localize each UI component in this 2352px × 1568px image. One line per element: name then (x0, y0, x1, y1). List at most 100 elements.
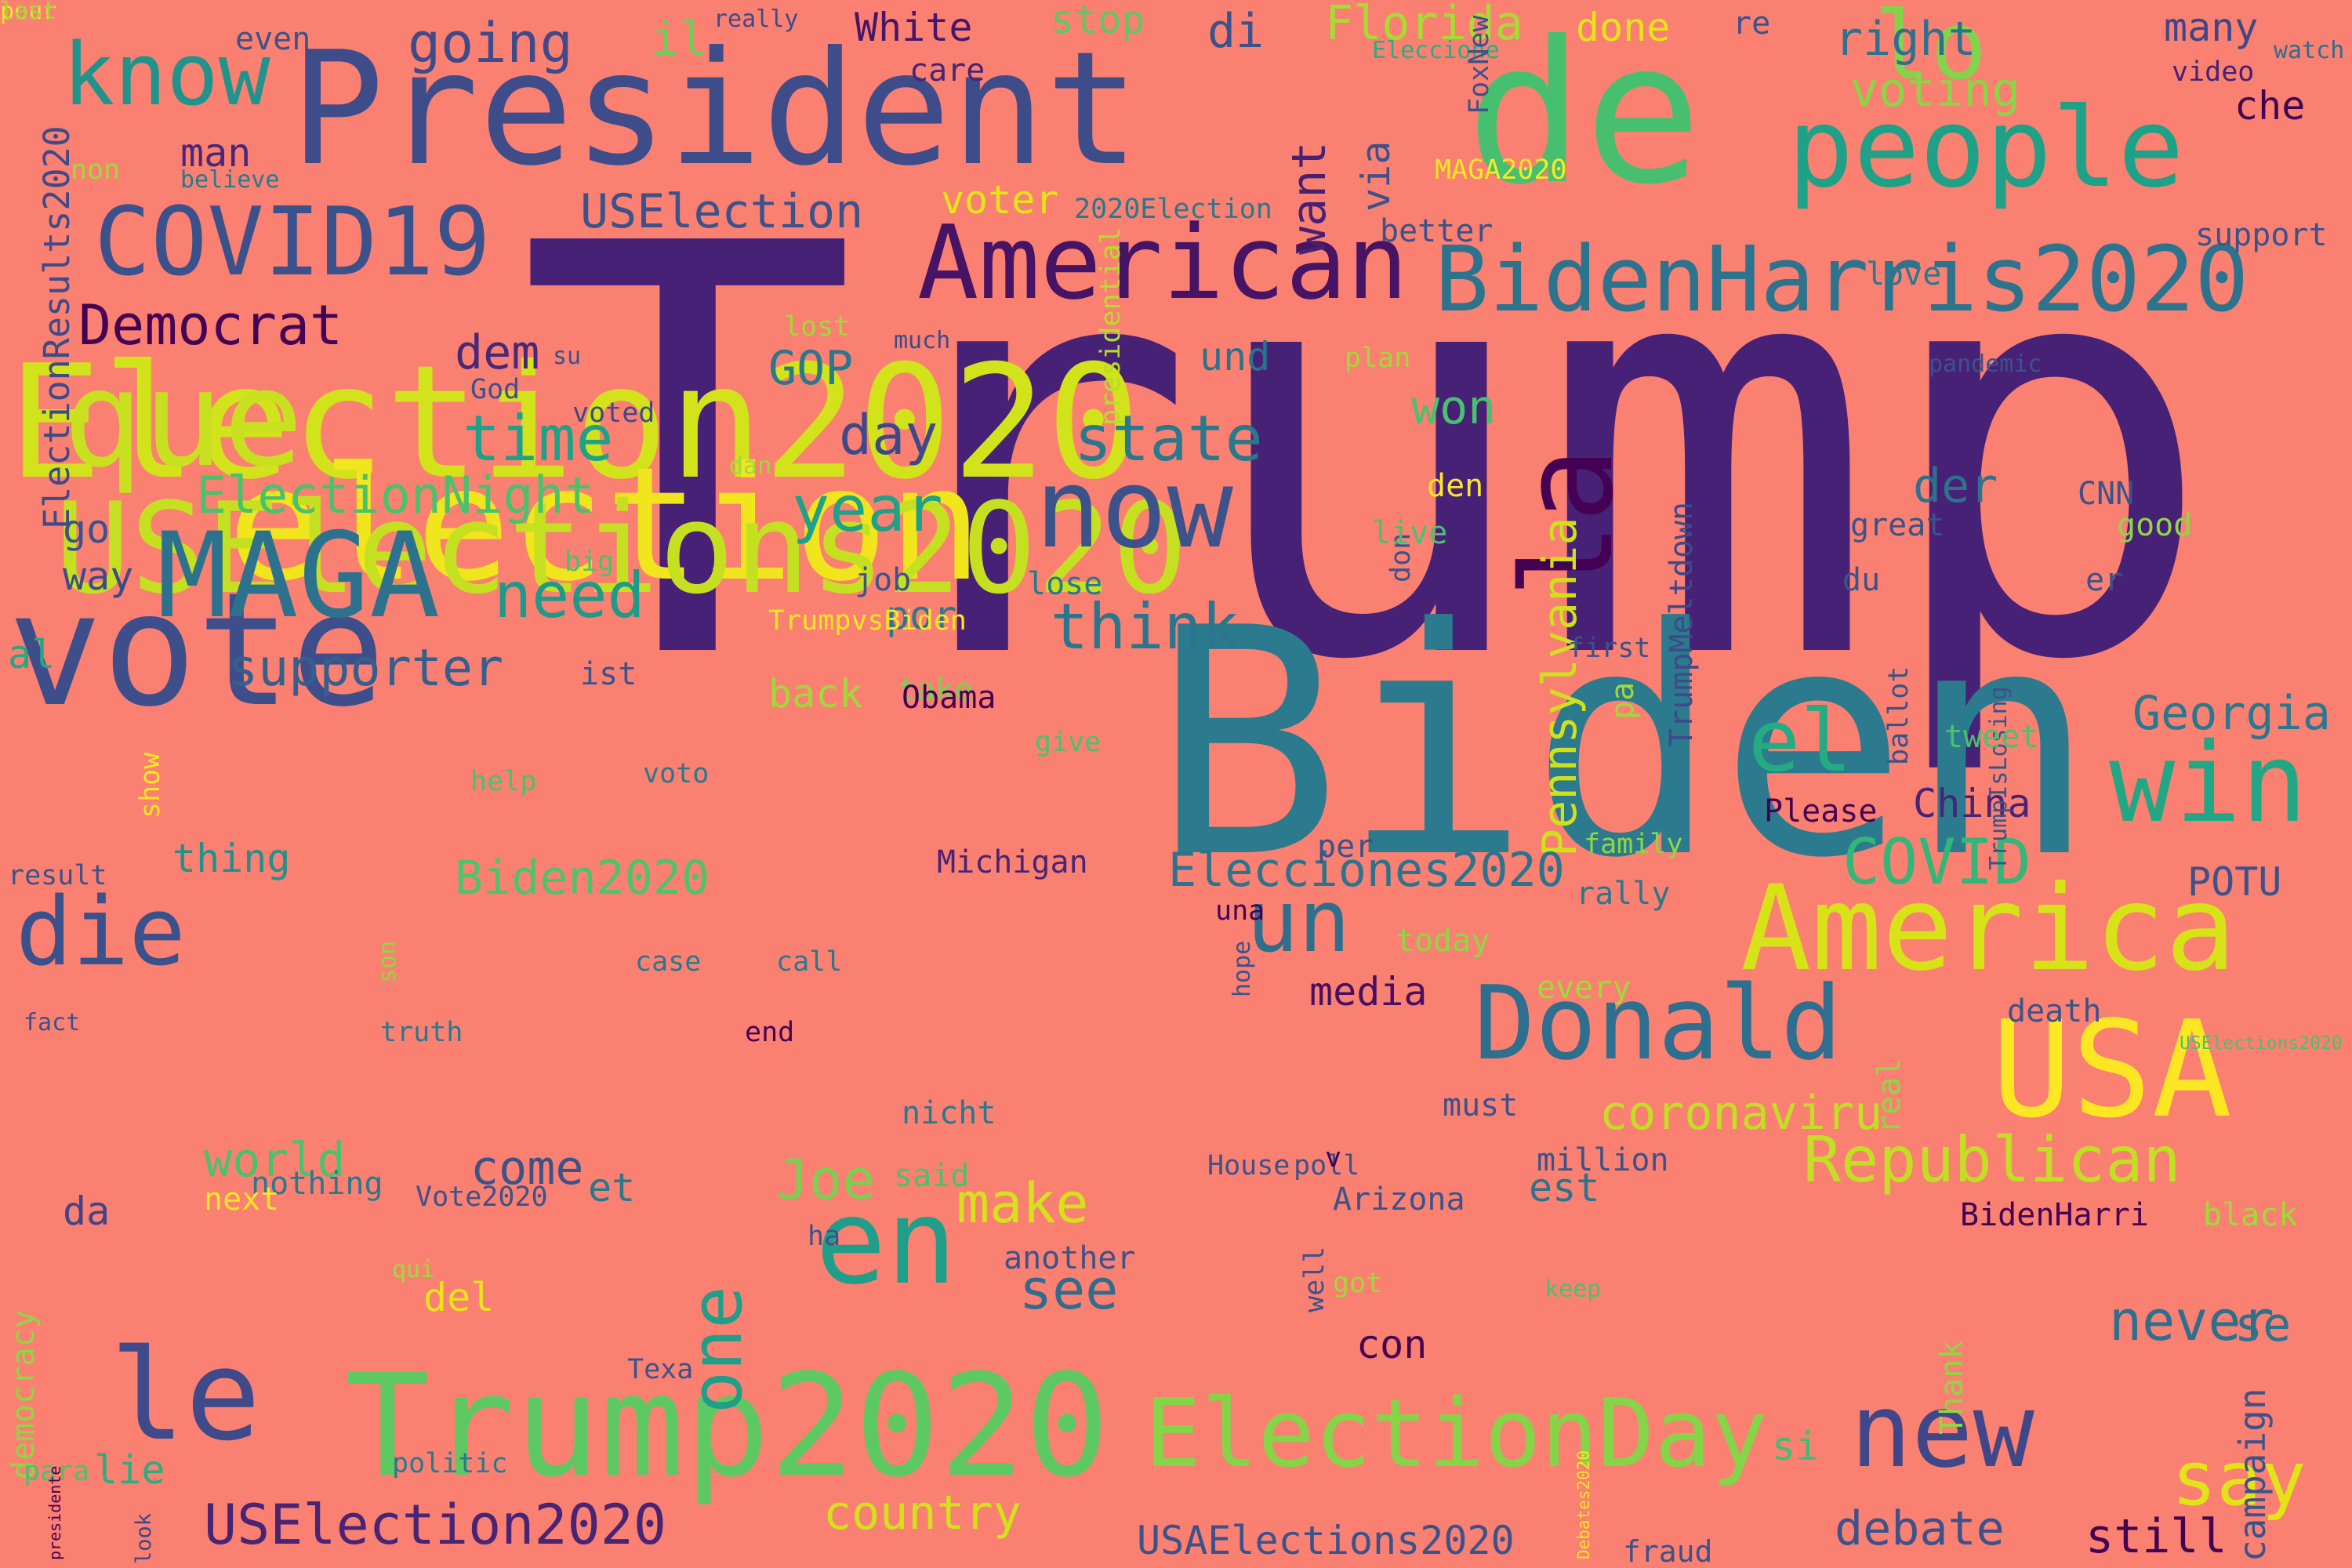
word-re: re (1733, 5, 1771, 42)
word-su: su (553, 343, 582, 370)
word-uselections2020: USElections2020 (2180, 1033, 2343, 1054)
word-via: via (1353, 140, 1399, 212)
word-obama: Obama (902, 680, 996, 716)
word-der: der (1913, 459, 1998, 514)
word-even: even (235, 21, 311, 57)
word-republican: Republican (1803, 1123, 2181, 1196)
word-need: need (494, 559, 645, 632)
word-debates2020: Debates2020 (1574, 1450, 1593, 1559)
word-big: big (564, 546, 615, 578)
word-next: next (204, 1181, 280, 1218)
word-voto: voto (643, 758, 710, 789)
word-win: win (2109, 720, 2307, 848)
word-le: le (110, 1322, 261, 1468)
word-show: show (135, 752, 166, 818)
word-democracy: democracy (5, 1309, 42, 1479)
word-non: non (71, 154, 121, 186)
word-america: America (1740, 861, 2237, 997)
word-maga: MAGA (157, 508, 441, 644)
word-voter: voter (941, 177, 1059, 223)
word-nothing: nothing (251, 1166, 383, 1202)
word-pennsylvania: Pennsylvania (1533, 517, 1588, 857)
word-want: want (1282, 141, 1337, 256)
word-really: really (713, 5, 799, 33)
word-still: still (2085, 1509, 2227, 1564)
word-thank: Thank (1934, 1340, 1970, 1435)
word-democrat: Democrat (78, 293, 343, 358)
word-trumpislosing: TrumpIsLosing (1985, 686, 2013, 870)
word-elecciones2020: Elecciones2020 (1168, 843, 1565, 898)
word-georgia: Georgia (2132, 686, 2331, 741)
word-great: great (1850, 507, 1945, 543)
word-electionday: ElectionDay (1145, 1380, 1768, 1489)
word-pandemic: pandemic (1929, 350, 2042, 378)
word-uselection: USElection (580, 184, 864, 239)
word-go: go (63, 506, 111, 552)
word-lo: lo (1874, 0, 1987, 101)
word-uselections2020: USElections2020 (55, 475, 1188, 622)
word-support: support (2195, 217, 2328, 253)
word-watch: watch (2274, 37, 2345, 64)
word-para: para (24, 1456, 90, 1487)
word-man: man (180, 130, 252, 176)
word-2020election: 2020Election (1074, 194, 1272, 225)
word-son: son (374, 940, 401, 983)
word-per: per (1317, 829, 1374, 865)
word-covid: COVID (1842, 826, 2031, 898)
word-world: world (204, 1133, 346, 1188)
word-texa: Texa (627, 1354, 694, 1385)
word-und: und (1200, 334, 1271, 379)
word-una: una (1215, 895, 1265, 927)
word-trumpmeltdown: TrumpMeltdown (1664, 501, 1700, 747)
word-election: election (227, 434, 983, 616)
word-see: see (1019, 1258, 1119, 1322)
word-il: il (651, 12, 708, 67)
word-joe: Joe (776, 1148, 876, 1212)
word-du: du (1842, 562, 1881, 598)
word-white: White (855, 5, 973, 50)
word-care: care (909, 53, 985, 89)
word-di: di (1207, 4, 1265, 59)
word-end: end (745, 1017, 795, 1048)
word-en: en (815, 1174, 957, 1311)
word-stop: stop (1051, 0, 1145, 42)
word-done: done (1576, 5, 1671, 50)
word-must: must (1443, 1087, 1519, 1123)
word-de: de (1466, 0, 1703, 227)
word-er: er (2085, 562, 2124, 598)
word-many: many (2164, 5, 2259, 50)
word-year: year (792, 473, 943, 546)
word-foxnew: FoxNew (1464, 15, 1495, 114)
word-president: President (290, 18, 1140, 201)
word-electionresults2020: ElectionResults2020 (36, 125, 78, 529)
word-love: love (1866, 256, 1942, 292)
word-take: take (898, 672, 974, 708)
word-well: well (1299, 1246, 1330, 1312)
word-country: country (823, 1486, 1022, 1541)
word-say: say (2172, 1436, 2307, 1523)
word-time: time (463, 402, 614, 475)
word-politic: politic (392, 1448, 508, 1479)
word-people: people (1788, 85, 2184, 212)
word-est: est (1529, 1165, 1600, 1210)
word-usaelections2020: USAElections2020 (1137, 1518, 1515, 1563)
word-one: one (676, 1286, 758, 1414)
word-good: good (2117, 507, 2193, 543)
word-real: real (1871, 1058, 1907, 1134)
word-better: better (1380, 213, 1494, 249)
word-trump2020: Trump2020 (345, 1345, 1110, 1508)
word-debate: debate (1835, 1501, 2005, 1556)
word-ist: ist (580, 656, 637, 692)
word-now: now (1035, 445, 1233, 573)
word-thing: thing (172, 836, 291, 881)
word-result: result (8, 860, 107, 891)
word-lose: lose (1027, 566, 1103, 602)
word-rally: rally (1576, 876, 1671, 912)
word-che: che (2234, 83, 2306, 129)
word-v: v (1325, 1142, 1342, 1174)
word-michigan: Michigan (937, 844, 1088, 880)
word-much: much (894, 327, 951, 354)
word-arizona: Arizona (1333, 1181, 1465, 1218)
word-know: know (63, 24, 270, 125)
